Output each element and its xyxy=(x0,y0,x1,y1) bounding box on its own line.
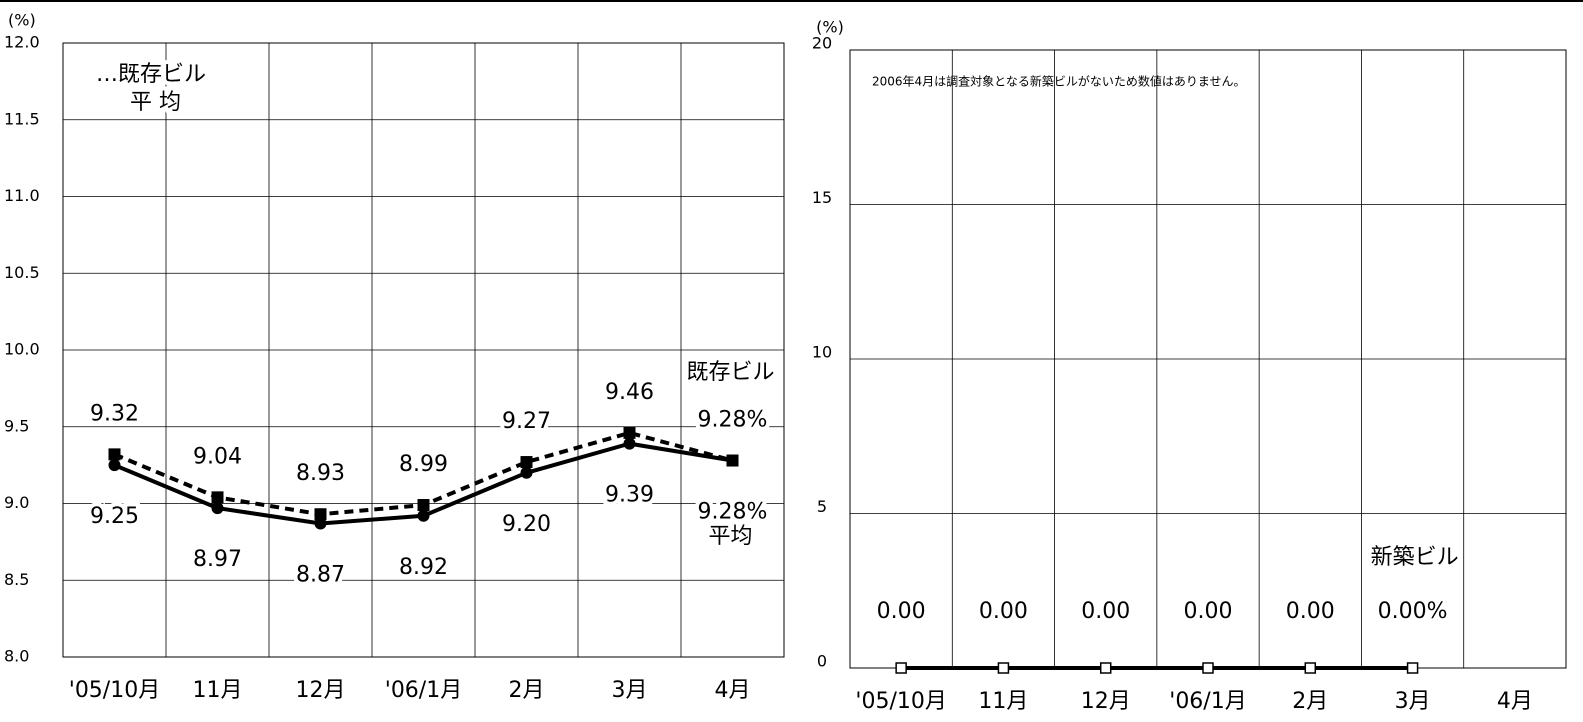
y-axis-label: (%) xyxy=(8,11,36,30)
data-label: 0.00 xyxy=(1081,599,1130,624)
y-tick-label: 15 xyxy=(812,188,832,207)
x-tick-label: 12月 xyxy=(296,678,346,703)
point xyxy=(623,426,636,439)
y-tick-label: 8.0 xyxy=(4,647,29,666)
data-label: 9.39 xyxy=(605,483,654,508)
point xyxy=(997,662,1010,674)
data-label: 9.46 xyxy=(605,380,654,405)
legend-label: …既存ビル xyxy=(96,62,206,87)
x-tick-label: 4月 xyxy=(1497,689,1533,714)
y-tick-label: 20 xyxy=(812,34,832,53)
y-tick-label: 8.5 xyxy=(4,570,29,589)
point xyxy=(211,502,224,515)
x-tick-label: 2月 xyxy=(1292,689,1328,714)
data-label: 9.28% xyxy=(698,500,768,525)
point xyxy=(211,491,224,504)
series-name: 既存ビル xyxy=(686,360,774,385)
point xyxy=(417,499,430,512)
y-tick-label: 11.0 xyxy=(4,186,40,205)
point xyxy=(1099,662,1112,674)
point xyxy=(417,509,430,522)
y-tick-label: 0 xyxy=(817,652,827,671)
x-tick-label: 12月 xyxy=(1081,689,1131,714)
point xyxy=(520,456,533,469)
x-tick-label: 11月 xyxy=(978,689,1028,714)
point xyxy=(1202,662,1214,674)
y-tick-label: 10.0 xyxy=(4,340,40,359)
data-label: 9.32 xyxy=(90,401,139,426)
data-label: 8.87 xyxy=(296,562,345,587)
point xyxy=(108,459,121,472)
legend-label: 平 均 xyxy=(130,90,181,115)
y-tick-label: 9.5 xyxy=(4,416,29,435)
point xyxy=(623,437,636,450)
x-tick-label: 3月 xyxy=(612,678,648,703)
data-label: 8.97 xyxy=(193,547,242,572)
y-tick-label: 10 xyxy=(812,343,832,362)
data-label: 9.04 xyxy=(193,444,242,469)
series-name: 新築ビル xyxy=(1371,545,1459,570)
data-label: 9.20 xyxy=(502,512,551,537)
y-tick-label: 10.5 xyxy=(4,263,40,282)
x-tick-label: 11月 xyxy=(193,678,243,703)
point xyxy=(895,662,907,674)
data-label: 0.00% xyxy=(1378,599,1448,624)
x-tick-label: '05/10月 xyxy=(855,689,946,714)
series-name: 平均 xyxy=(708,524,752,549)
x-tick-label: '06/1月 xyxy=(385,678,462,703)
data-label: 8.99 xyxy=(399,452,448,477)
point xyxy=(1304,662,1317,674)
note: 2006年4月は調査対象となる新築ビルがないため数値はありません。 xyxy=(872,74,1245,89)
data-label: 9.27 xyxy=(502,409,551,434)
x-tick-label: 4月 xyxy=(715,678,751,703)
data-label: 8.93 xyxy=(296,461,345,486)
point xyxy=(314,508,327,521)
y-tick-label: 5 xyxy=(817,497,827,516)
point xyxy=(520,466,533,479)
x-tick-label: 3月 xyxy=(1395,689,1431,714)
point xyxy=(108,448,121,461)
data-label: 0.00 xyxy=(877,599,926,624)
y-axis-label: (%) xyxy=(816,18,844,37)
point xyxy=(314,517,327,530)
data-label: 9.25 xyxy=(90,504,139,529)
data-label: 9.28% xyxy=(698,408,768,433)
y-tick-label: 9.0 xyxy=(4,493,29,512)
y-tick-label: 12.0 xyxy=(4,33,40,52)
data-label: 0.00 xyxy=(1286,599,1335,624)
x-tick-label: 2月 xyxy=(509,678,545,703)
point xyxy=(1406,662,1419,674)
data-label: 0.00 xyxy=(979,599,1028,624)
data-label: 8.92 xyxy=(399,555,448,580)
y-tick-label: 11.5 xyxy=(4,109,40,128)
x-tick-label: '05/10月 xyxy=(69,678,160,703)
point xyxy=(726,454,739,467)
x-tick-label: '06/1月 xyxy=(1169,689,1246,714)
data-label: 0.00 xyxy=(1184,599,1233,624)
